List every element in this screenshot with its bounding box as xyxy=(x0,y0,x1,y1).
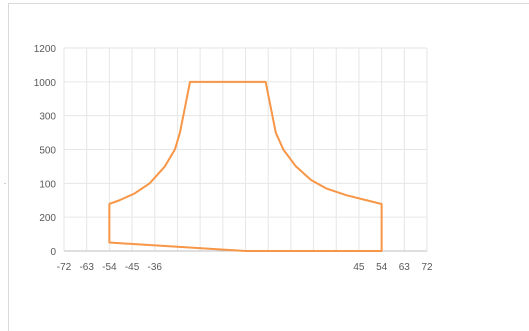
x-tick-label: 54 xyxy=(376,262,388,273)
y-tick-label: 1000 xyxy=(34,78,57,89)
series-line xyxy=(108,80,383,252)
y-tick-label: 100 xyxy=(39,179,56,190)
y-tick-label: 200 xyxy=(39,213,56,224)
y-tick-label: 500 xyxy=(39,146,56,157)
x-tick-label: 45 xyxy=(353,262,365,273)
x-tick-label: -54 xyxy=(102,262,117,273)
sheet-edge-mark xyxy=(4,183,6,184)
x-tick-label: -45 xyxy=(125,262,140,273)
x-tick-label: -72 xyxy=(57,262,72,273)
x-tick-label: 63 xyxy=(399,262,411,273)
x-tick-label: -36 xyxy=(148,262,163,273)
y-tick-label: 300 xyxy=(39,112,56,123)
y-tick-label: 0 xyxy=(50,247,56,258)
x-tick-label: 72 xyxy=(421,262,433,273)
y-tick-label: 1200 xyxy=(34,44,57,55)
x-tick-label: -63 xyxy=(79,262,94,273)
